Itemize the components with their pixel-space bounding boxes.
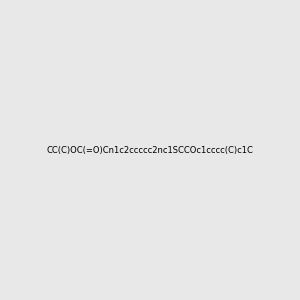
Text: CC(C)OC(=O)Cn1c2ccccc2nc1SCCOc1cccc(C)c1C: CC(C)OC(=O)Cn1c2ccccc2nc1SCCOc1cccc(C)c1… — [46, 146, 253, 154]
